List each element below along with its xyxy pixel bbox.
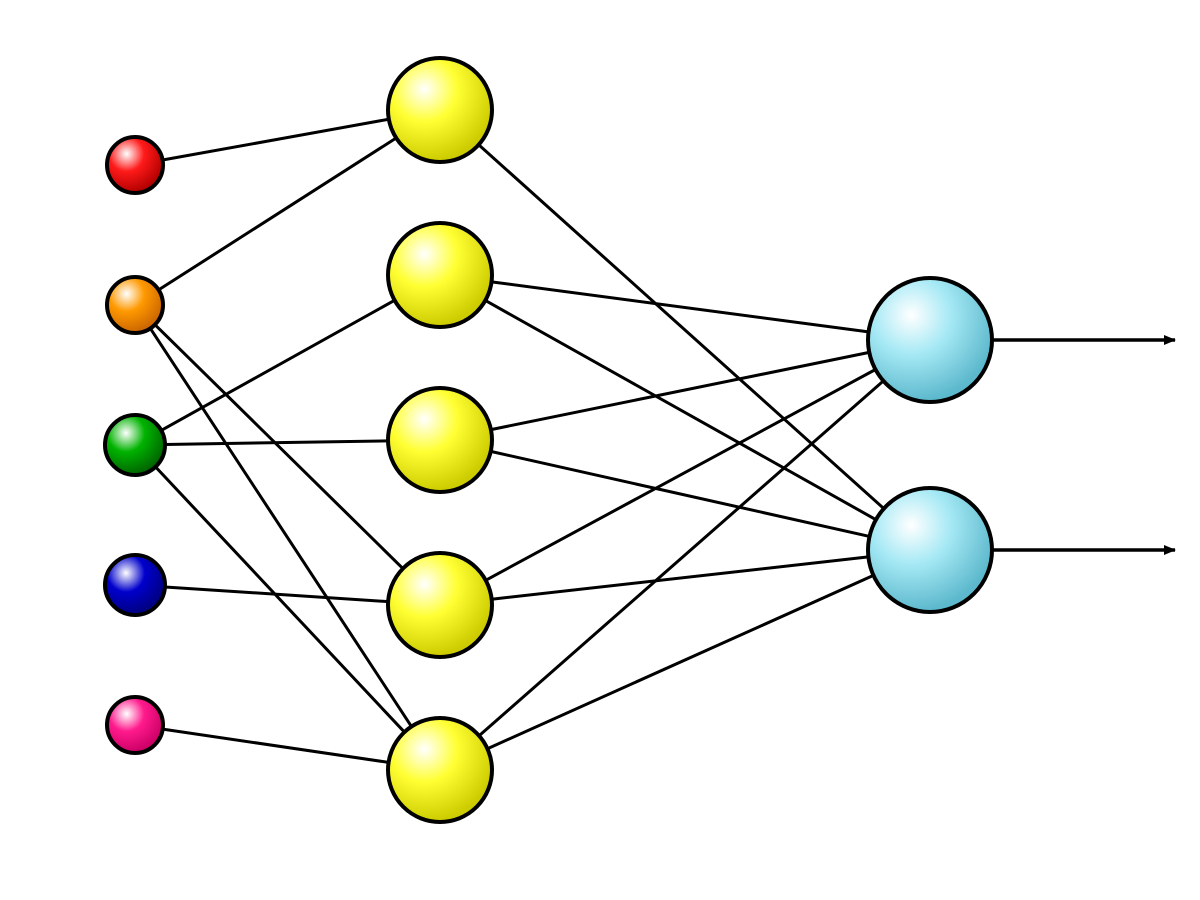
edge-h2-out1 bbox=[491, 451, 870, 536]
edge-in4-h4 bbox=[163, 729, 389, 762]
output-node-out1 bbox=[868, 488, 992, 612]
edge-h3-out1 bbox=[492, 557, 869, 599]
edge-h1-out1 bbox=[485, 300, 876, 519]
input-node-in2 bbox=[105, 415, 165, 475]
hidden-node-h2 bbox=[388, 388, 492, 492]
edge-h4-out0 bbox=[479, 381, 883, 736]
edge-h2-out0 bbox=[491, 352, 869, 429]
edge-h3-out0 bbox=[486, 369, 876, 580]
edges-group bbox=[150, 119, 884, 762]
edge-in1-h4 bbox=[150, 328, 411, 726]
input-node-in3 bbox=[105, 555, 165, 615]
neural-network-diagram bbox=[0, 0, 1200, 900]
hidden-node-h3 bbox=[388, 553, 492, 657]
hidden-node-h4 bbox=[388, 718, 492, 822]
edge-in3-h3 bbox=[165, 587, 388, 602]
output-arrows-group bbox=[992, 340, 1175, 550]
nodes-group bbox=[105, 58, 992, 822]
edge-in0-h0 bbox=[163, 119, 389, 160]
input-node-in1 bbox=[107, 277, 163, 333]
edge-in1-h0 bbox=[159, 138, 397, 290]
edge-in1-h3 bbox=[155, 325, 403, 569]
input-node-in4 bbox=[107, 697, 163, 753]
output-node-out0 bbox=[868, 278, 992, 402]
edge-h4-out1 bbox=[487, 575, 873, 748]
edge-in2-h2 bbox=[165, 441, 388, 445]
hidden-node-h1 bbox=[388, 223, 492, 327]
input-node-in0 bbox=[107, 137, 163, 193]
hidden-node-h0 bbox=[388, 58, 492, 162]
